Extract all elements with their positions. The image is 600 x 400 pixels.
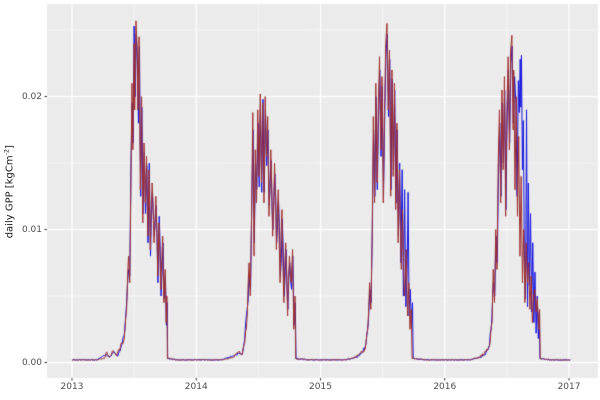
y-axis-title-text: daily GPP [kgCm [4,155,16,239]
x-tick-label: 2017 [557,382,581,392]
y-tick-label: 0.01 [21,224,42,235]
y-tick-label: 0.00 [21,357,42,368]
y-axis-title: daily GPP [kgCm-2] [2,122,15,262]
x-tick-label: 2015 [309,382,332,392]
x-tick-label: 2014 [184,382,208,392]
y-tick-label: 0.02 [21,91,42,102]
y-axis-title-suffix: ] [4,145,16,149]
x-tick-label: 2013 [60,382,84,392]
y-axis-title-superscript: -2 [2,148,11,156]
x-tick-label: 2016 [433,382,457,392]
